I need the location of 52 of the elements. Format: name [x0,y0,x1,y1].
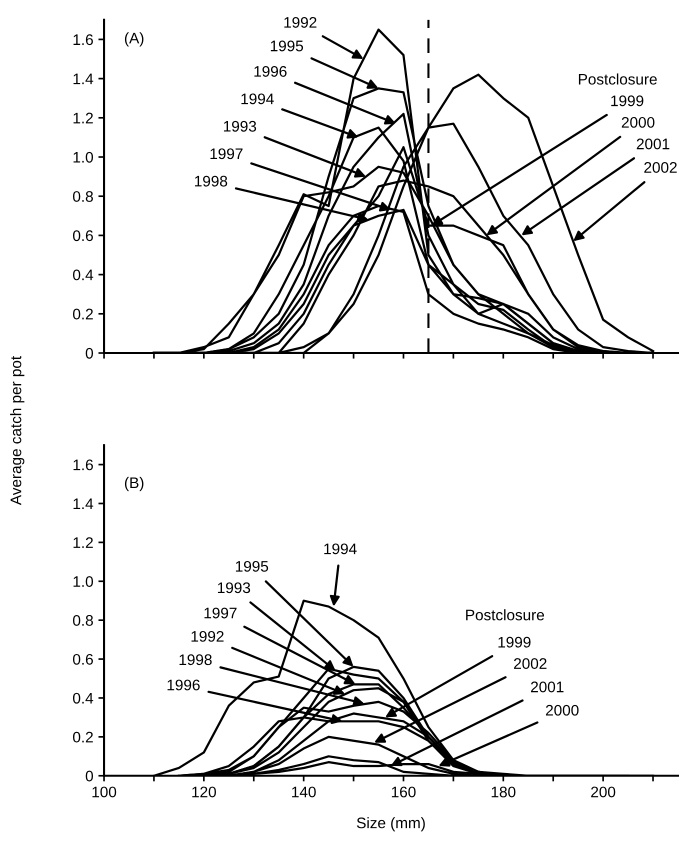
y-tick-label: 0.2 [72,732,93,743]
y-tick-label: 0.2 [72,308,93,320]
annotation: Postclosure [578,73,657,85]
x-tick-label: 160 [392,786,416,798]
annotation: 1999 [611,95,644,106]
annotation: 1996 [168,680,200,690]
x-tick-label: 180 [492,786,516,798]
y-tick-label: 1.2 [74,112,93,124]
annotation: 1992 [192,630,224,642]
annotation: 1999 [498,636,531,648]
annotation: 1995 [236,560,268,572]
annotation: 2002 [514,658,546,670]
y-tick-label: 1.6 [74,459,93,470]
y-tick-label: 1.4 [74,74,94,84]
annotation: 1996 [254,66,287,77]
y-tick-label: 1.4 [74,498,94,510]
y-tick-label: 1.6 [74,34,93,46]
y-axis-title: Average catch per pot [10,356,24,506]
annotation: 1994 [241,93,274,104]
x-tick-label: 100 [92,786,116,798]
y-tick-label: 0 [86,348,94,359]
y-tick-label: 0.4 [72,269,94,280]
annotation: (B) [124,476,144,492]
y-tick-label: 0 [86,770,94,782]
y-tick-label: 1.2 [74,537,93,548]
annotation: 2001 [530,682,564,692]
annotation: 1994 [324,543,357,554]
annotation: 1995 [270,40,304,52]
y-tick-label: 0.6 [72,654,93,665]
y-tick-label: 0.4 [72,692,94,704]
y-tick-label: 0.8 [72,191,93,202]
y-tick-label: 0.6 [72,230,93,242]
annotation: (A) [124,32,144,47]
annotation: 1997 [204,608,237,618]
annotation: 1997 [210,148,243,160]
y-tick-label: 1.0 [74,576,94,587]
x-axis-title: Size (mm) [356,817,425,832]
annotation: 1993 [224,120,256,132]
annotation: 2002 [644,162,677,173]
annotation: 2001 [636,138,670,150]
x-tick-label: 200 [591,786,616,798]
annotation: 2000 [546,704,579,716]
annotation: 1998 [195,176,228,187]
x-tick-label: 140 [292,786,316,798]
x-tick-label: 120 [192,786,216,798]
annotation: Postclosure [466,609,544,620]
annotation: 1993 [218,582,250,594]
annotation: 1992 [284,17,316,28]
y-tick-label: 0.8 [72,615,93,626]
annotation: 2000 [622,116,654,128]
y-tick-label: 1.0 [74,152,94,163]
annotation: 1998 [180,654,212,666]
